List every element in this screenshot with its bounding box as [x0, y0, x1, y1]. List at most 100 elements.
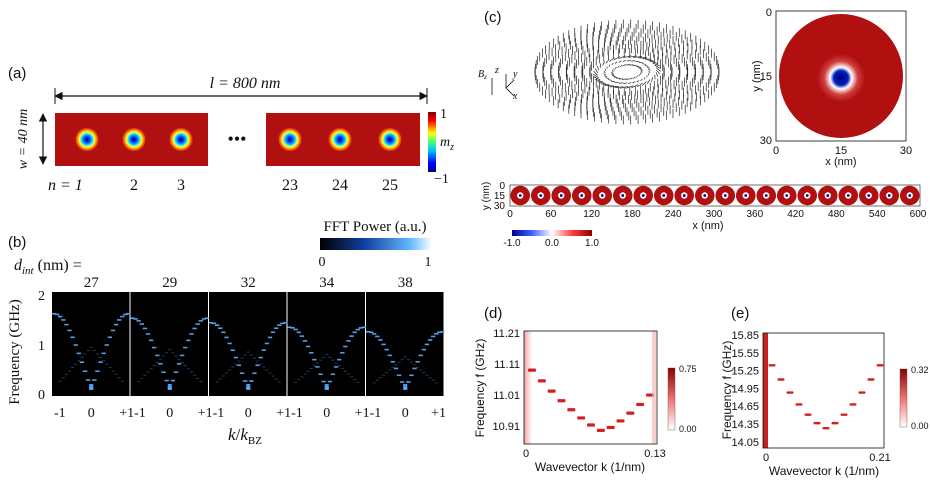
spin-arrow [597, 65, 599, 71]
strip-skyrmion-core [600, 194, 604, 197]
fft-branch-mark [117, 377, 121, 379]
dint-value: 27 [84, 275, 100, 291]
fft-branch-mark [300, 376, 304, 378]
d-colorbar-min: 0.00 [679, 424, 697, 434]
fft-branch-mark [74, 363, 78, 365]
fft-colorbar-title: FFT Power (a.u.) [323, 219, 426, 235]
dispersion-d-segment [636, 402, 645, 407]
fft-branch-mark [111, 370, 115, 372]
map-ytick: 15 [760, 71, 772, 83]
fft-branch-mark [277, 324, 282, 326]
dispersion-e-segment [804, 413, 812, 416]
e-colorbar-max: 0.32 [911, 365, 929, 375]
panel-e: (e) 15.8515.5515.2514.9514.6514.3514.05 … [720, 305, 929, 478]
spin-arrow [629, 77, 633, 80]
fft-branch-mark [242, 380, 248, 382]
dispersion-d-curve [528, 331, 656, 444]
map-ytick: 0 [766, 7, 772, 19]
fft-xticks: -1 0 +1-1 0 +1-1 0 +1-1 0 +1-1 0 +1 [54, 406, 446, 421]
fft-branch-mark [208, 321, 214, 324]
dispersion-e-edge [763, 333, 768, 448]
index-label: 2 [130, 177, 138, 194]
fft-branch-mark [409, 361, 413, 363]
fft-branch-mark [113, 323, 119, 326]
fft-branch-mark [204, 317, 210, 320]
spin-arrow [594, 68, 598, 74]
axis-line [505, 79, 515, 89]
dispersion-d-segment [626, 411, 635, 415]
spin-arrow [639, 67, 643, 70]
spin-arrow [626, 60, 631, 62]
spin-arrow [614, 61, 618, 64]
fft-branch-mark [228, 369, 232, 371]
fft-panel [366, 292, 444, 396]
strip-xtick: 480 [828, 209, 845, 220]
dispersion-d-segment [567, 408, 576, 412]
fft-panel [287, 292, 365, 396]
e-ytick: 14.95 [731, 383, 759, 395]
fft-branch-mark [403, 356, 407, 358]
strip-skyrmion-core [703, 194, 707, 197]
fft-branch-mark [419, 369, 423, 371]
fft-branch-mark [161, 371, 166, 374]
fft-branch-mark [255, 364, 260, 367]
fft-branch-mark [218, 378, 222, 380]
spin-arrow [632, 76, 636, 79]
strip-skyrmion-core [908, 194, 912, 197]
spin-arrow [593, 73, 599, 78]
strip-ylabel: y (nm) [481, 182, 492, 210]
fft-branch-mark [246, 351, 250, 353]
strip-skyrmion-core [805, 194, 809, 197]
strip-skyrmion-core [744, 194, 748, 197]
d-ytick: 11.21 [493, 328, 520, 340]
fft-branch-mark [365, 330, 371, 333]
dispersion-e-segment [786, 391, 794, 394]
fft-branch-mark [152, 346, 157, 349]
dispersion-d-segment [596, 428, 605, 432]
fft-branch-mark [58, 315, 63, 318]
fft-branch-mark [71, 367, 75, 369]
index-label: 23 [282, 177, 298, 194]
fft-branch-mark [422, 372, 426, 374]
spin-arrow [623, 82, 628, 84]
map-skyrmion [817, 54, 865, 102]
fft-center-mark [324, 384, 329, 390]
spin-arrow [604, 75, 608, 78]
fft-branch-mark [252, 372, 257, 375]
spin-arrow [649, 60, 658, 64]
panel-c-label: (c) [484, 9, 502, 26]
fft-branch-mark [336, 358, 342, 361]
fft-branch-mark [110, 329, 116, 332]
fft-branch-mark [309, 352, 314, 354]
fft-branch-mark [382, 374, 386, 376]
d-colorbar-max: 0.75 [679, 364, 697, 374]
map-xtick: 0 [773, 145, 779, 157]
fft-branch-mark [306, 370, 310, 372]
mz-colorbar [428, 112, 436, 172]
fft-branch-mark [186, 368, 190, 370]
mz-colorbar-bottom: −1 [434, 172, 449, 187]
fft-branch-mark [176, 362, 182, 365]
fft-branch-mark [393, 367, 399, 370]
fft-branch-mark [239, 372, 245, 375]
spin-arrow [643, 77, 646, 80]
fft-colorbar-max: 1 [425, 255, 432, 270]
strip-colorbar-tick: 1.0 [585, 238, 599, 249]
fft-branch-mark [51, 312, 57, 315]
axis-line [505, 87, 515, 97]
fft-branch-mark [155, 361, 159, 363]
e-xtick: 0 [763, 452, 769, 464]
dispersion-e-segment [822, 427, 830, 430]
fft-branch-mark [280, 322, 285, 325]
fft-branch-mark [155, 354, 160, 357]
fft-branch-mark [148, 339, 154, 342]
dispersion-e-plot [763, 333, 884, 448]
fft-branch-mark [425, 374, 429, 376]
d-ytick: 11.11 [494, 359, 520, 371]
strip-ytick: 0 [499, 181, 505, 192]
strip-xtick: 120 [583, 209, 600, 220]
fft-branch-mark [309, 368, 313, 370]
fft-branch-mark [356, 381, 360, 383]
fft-branch-mark [177, 358, 181, 360]
